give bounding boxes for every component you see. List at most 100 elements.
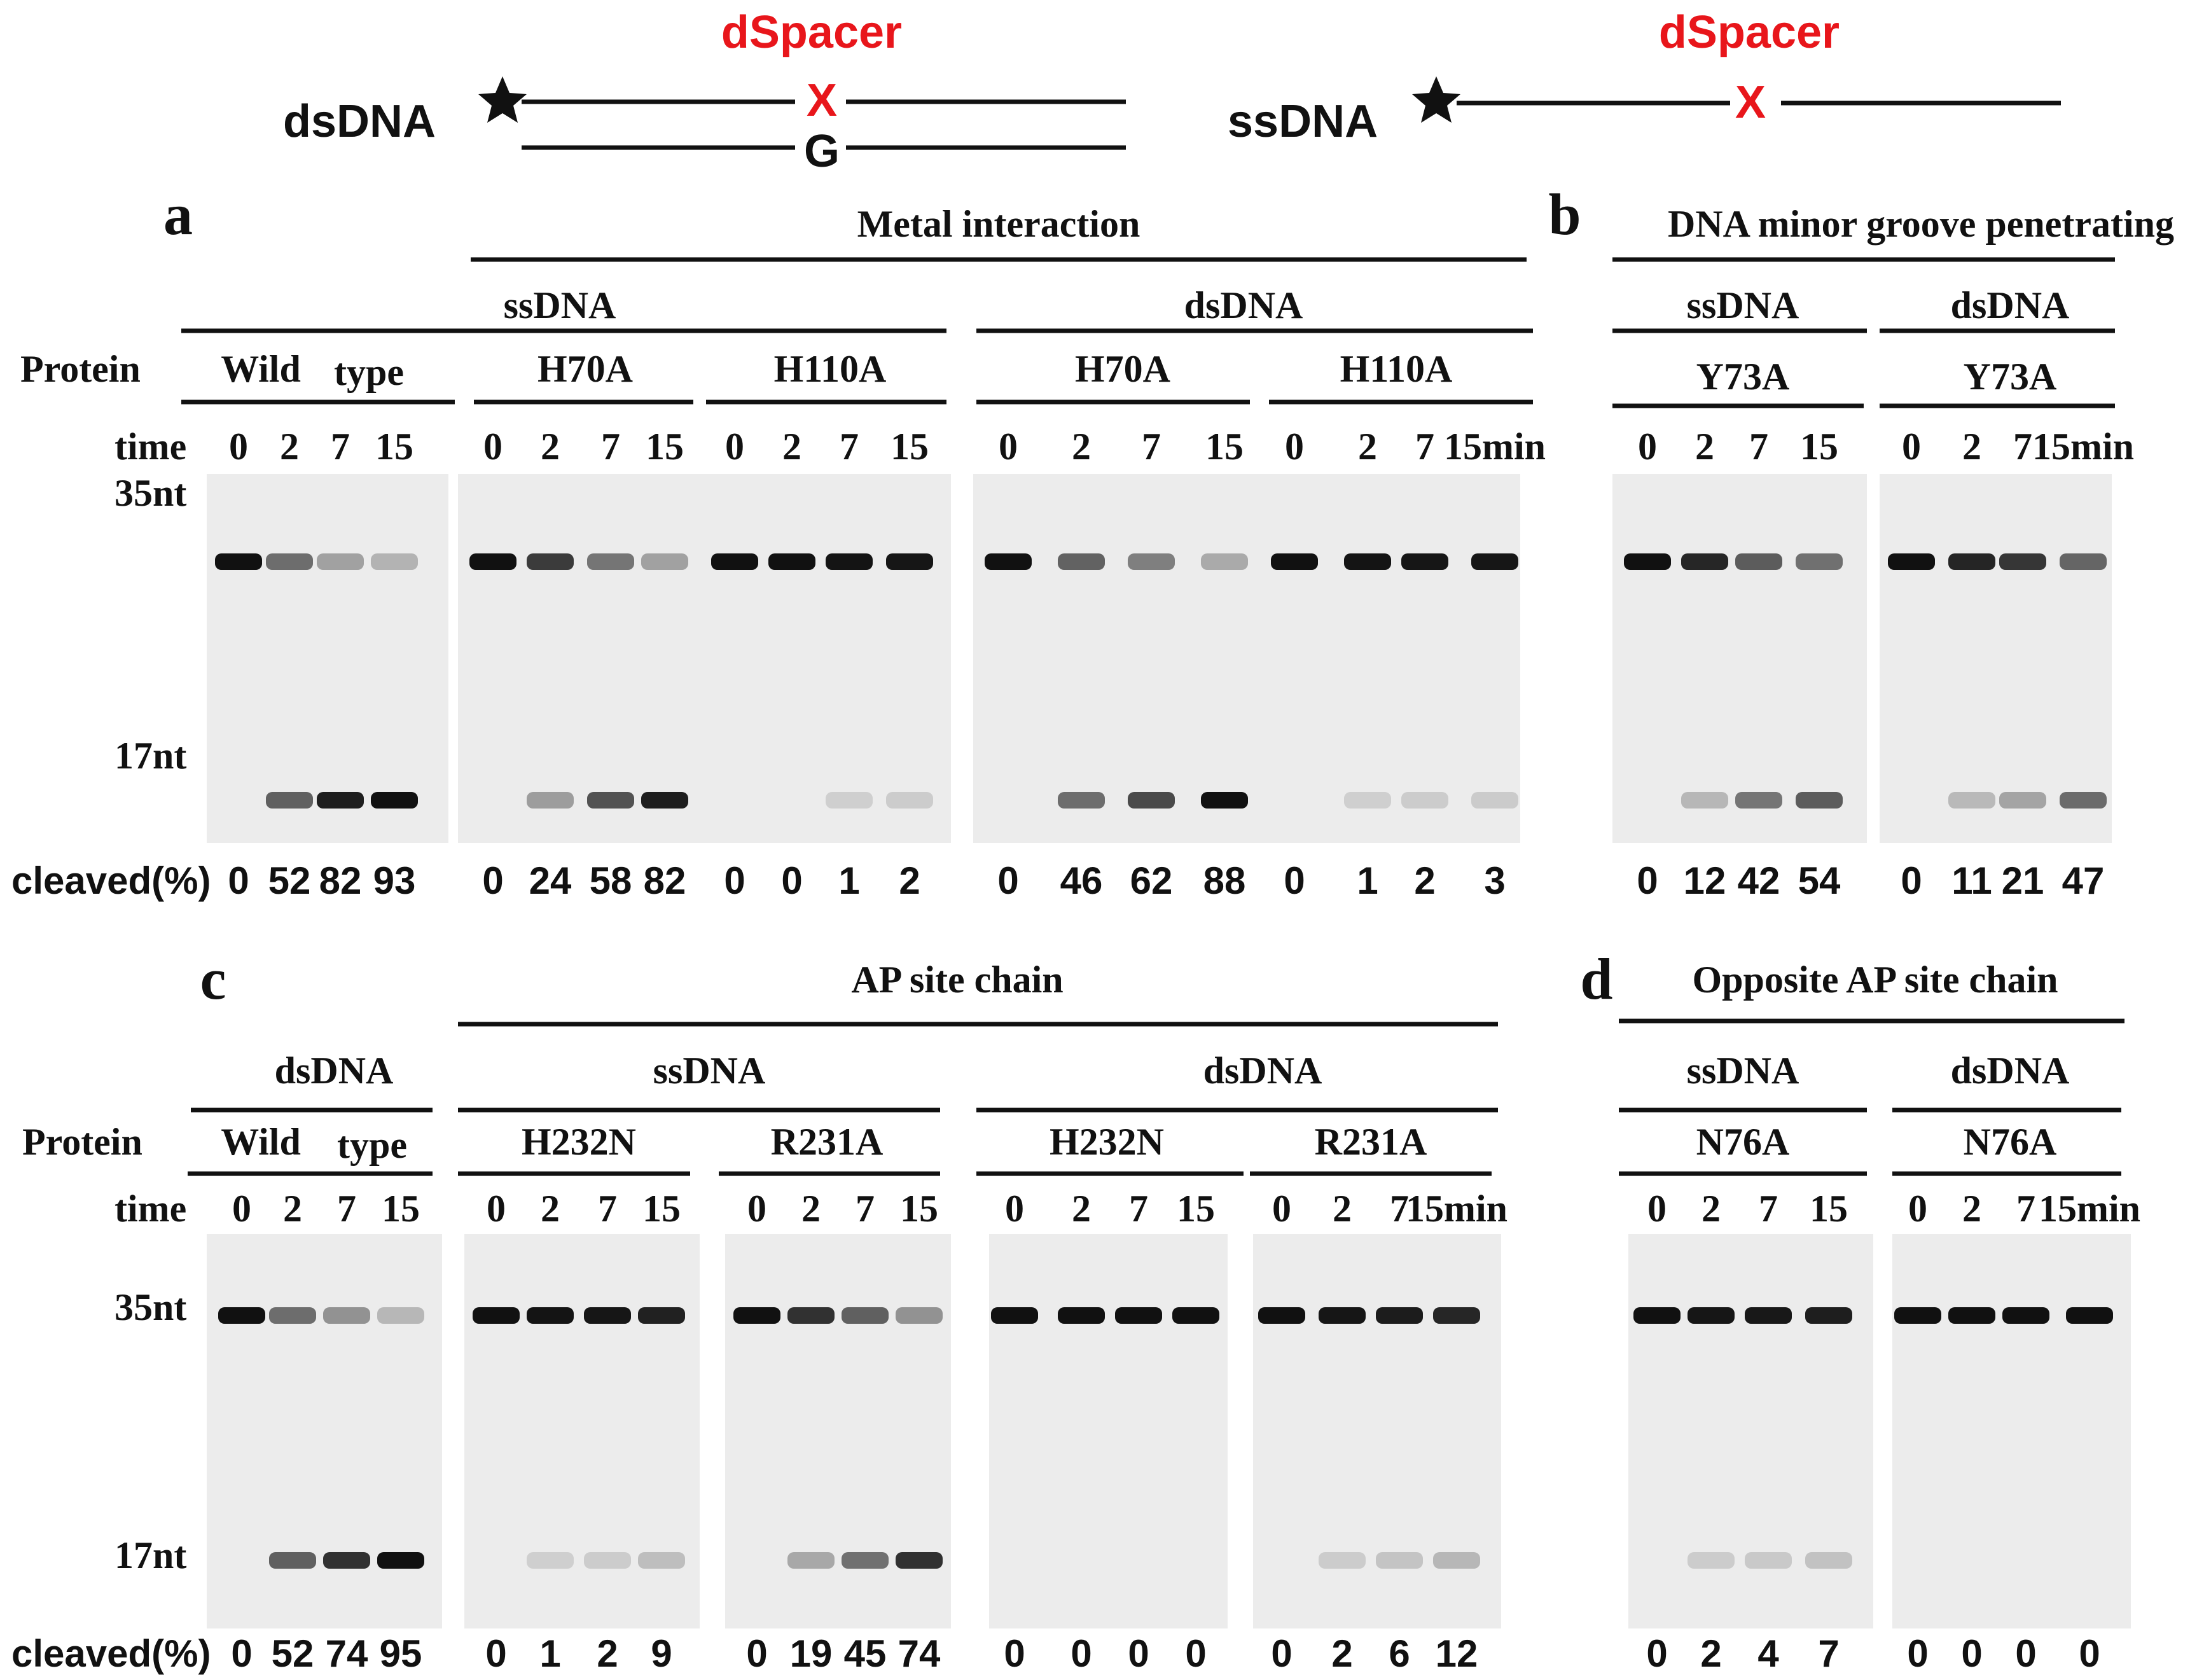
row-label-protein-bottom: Protein: [22, 1121, 142, 1163]
cleaved-value-bottom-19: 12: [1436, 1632, 1478, 1675]
protein-wild: Wild: [221, 348, 301, 390]
cleaved-value-bottom-7: 9: [651, 1632, 672, 1675]
top-band-17nt-14: [1128, 792, 1175, 809]
header-ap-site-chain: AP site chain: [851, 959, 1063, 1001]
top-band-17nt-27: [2060, 792, 2107, 809]
time-label-bottom-6: 7: [598, 1188, 617, 1230]
cleaved-value-bottom-3: 95: [380, 1632, 422, 1675]
top-band-35nt-15: [1201, 553, 1248, 570]
cleaved-value-top-2: 82: [319, 859, 362, 902]
bottom-band-17nt-7: [638, 1552, 685, 1569]
cleaved-value-bottom-17: 2: [1331, 1632, 1352, 1675]
time-label-bottom-8: 0: [747, 1188, 766, 1230]
row-label-cleaved: cleaved(%): [11, 859, 211, 902]
row-label-cleaved-bottom: cleaved(%): [11, 1632, 211, 1675]
marker-17nt-top: 17nt: [114, 735, 186, 777]
group-ssdna-c: ssDNA: [653, 1050, 766, 1092]
time-label-top-4: 0: [483, 426, 502, 468]
star-icon: [478, 76, 527, 123]
bottom-band-35nt-10: [842, 1307, 889, 1324]
top-gel-panel-4: [1880, 474, 2112, 843]
cleaved-value-top-19: 3: [1484, 859, 1505, 902]
time-label-bottom-1: 2: [283, 1188, 302, 1230]
bottom-band-35nt-0: [218, 1307, 265, 1324]
group-dsdna-c: dsDNA: [1203, 1050, 1322, 1092]
cleaved-value-bottom-4: 0: [485, 1632, 506, 1675]
bottom-band-35nt-18: [1376, 1307, 1423, 1324]
cleaved-value-top-22: 42: [1738, 859, 1780, 902]
top-band-35nt-11: [886, 553, 933, 570]
time-label-top-13: 2: [1072, 426, 1091, 468]
cleaved-value-bottom-22: 4: [1757, 1632, 1779, 1675]
bottom-gel-panel-0: [207, 1234, 442, 1628]
cleaved-value-bottom-12: 0: [1004, 1632, 1025, 1675]
time-label-top-17: 2: [1358, 426, 1377, 468]
cleaved-value-bottom-11: 74: [898, 1632, 941, 1675]
cleaved-value-top-18: 2: [1414, 859, 1435, 902]
protein-r231a-ss: R231A: [771, 1121, 884, 1163]
protein-n76a-ds: N76A: [1964, 1121, 2057, 1163]
time-label-bottom-14: 7: [1129, 1188, 1148, 1230]
gels-bottom: [207, 1234, 2131, 1628]
cleaved-value-top-4: 0: [482, 859, 503, 902]
time-label-top-2: 7: [331, 426, 350, 468]
bottom-band-35nt-13: [1058, 1307, 1105, 1324]
time-label-bottom-12: 0: [1005, 1188, 1024, 1230]
time-label-bottom-17: 2: [1333, 1188, 1352, 1230]
top-band-17nt-22: [1735, 792, 1782, 809]
cleaved-value-bottom-10: 45: [844, 1632, 887, 1675]
top-band-35nt-26: [1999, 553, 2046, 570]
bottom-band-17nt-1: [269, 1552, 316, 1569]
time-label-top-19: 15min: [1444, 426, 1546, 468]
top-band-17nt-11: [886, 792, 933, 809]
cleaved-value-top-11: 2: [899, 859, 920, 902]
bottom-band-17nt-11: [896, 1552, 943, 1569]
top-band-17nt-18: [1401, 792, 1448, 809]
cleaved-value-bottom-18: 6: [1389, 1632, 1410, 1675]
bottom-band-17nt-18: [1376, 1552, 1423, 1569]
top-band-35nt-5: [527, 553, 574, 570]
bottom-band-35nt-27: [2066, 1307, 2113, 1324]
cleaved-value-top-21: 12: [1684, 859, 1726, 902]
bottom-band-17nt-17: [1319, 1552, 1366, 1569]
top-band-35nt-25: [1948, 553, 1995, 570]
gels-top: [207, 474, 2112, 843]
top-band-35nt-17: [1344, 553, 1391, 570]
cleaved-values-bottom: 0 52 74 95 0 1 2 9 0 19 45 74 0 0 0 0 0 2 6 12 0 2 4 7 0 0 0 0: [231, 1632, 2100, 1675]
group-ssdna-b: ssDNA: [1687, 284, 1799, 326]
top-band-35nt-8: [711, 553, 758, 570]
bottom-band-17nt-2: [323, 1552, 370, 1569]
top-band-35nt-6: [587, 553, 634, 570]
schematic-ssdna: ssDNA dSpacer X: [1228, 7, 2061, 147]
cleaved-value-bottom-15: 0: [1185, 1632, 1206, 1675]
cleaved-value-top-1: 52: [268, 859, 311, 902]
time-label-bottom-9: 2: [801, 1188, 821, 1230]
protein-h232n-ss: H232N: [522, 1121, 636, 1163]
protein-h70a-ss: H70A: [537, 348, 633, 390]
protein-wild-bottom: Wild: [221, 1121, 301, 1163]
dspacer-label-ds: dSpacer: [721, 7, 902, 58]
cleaved-value-top-3: 93: [373, 859, 416, 902]
row-label-protein: Protein: [20, 348, 141, 390]
top-band-17nt-10: [826, 792, 873, 809]
time-label-bottom-13: 2: [1072, 1188, 1091, 1230]
bottom-band-35nt-24: [1894, 1307, 1941, 1324]
time-label-top-16: 0: [1285, 426, 1304, 468]
bottom-band-35nt-2: [323, 1307, 370, 1324]
protein-y73a-ss: Y73A: [1696, 356, 1790, 398]
cleaved-value-top-17: 1: [1357, 859, 1378, 902]
cleaved-value-bottom-5: 1: [539, 1632, 560, 1675]
top-gel-panel-3: [1612, 474, 1867, 843]
top-band-35nt-19: [1471, 553, 1518, 570]
time-label-bottom-2: 7: [337, 1188, 356, 1230]
time-label-top-0: 0: [229, 426, 248, 468]
time-label-top-27: 15min: [2032, 426, 2134, 468]
top-band-35nt-18: [1401, 553, 1448, 570]
bottom-band-35nt-21: [1688, 1307, 1735, 1324]
cleaved-value-top-5: 24: [529, 859, 572, 902]
dsdna-schematic-label: dsDNA: [283, 96, 436, 147]
cleaved-value-bottom-24: 0: [1907, 1632, 1928, 1675]
ap-site-mark-ss: X: [1735, 77, 1766, 128]
time-label-bottom-23: 15: [1810, 1188, 1848, 1230]
